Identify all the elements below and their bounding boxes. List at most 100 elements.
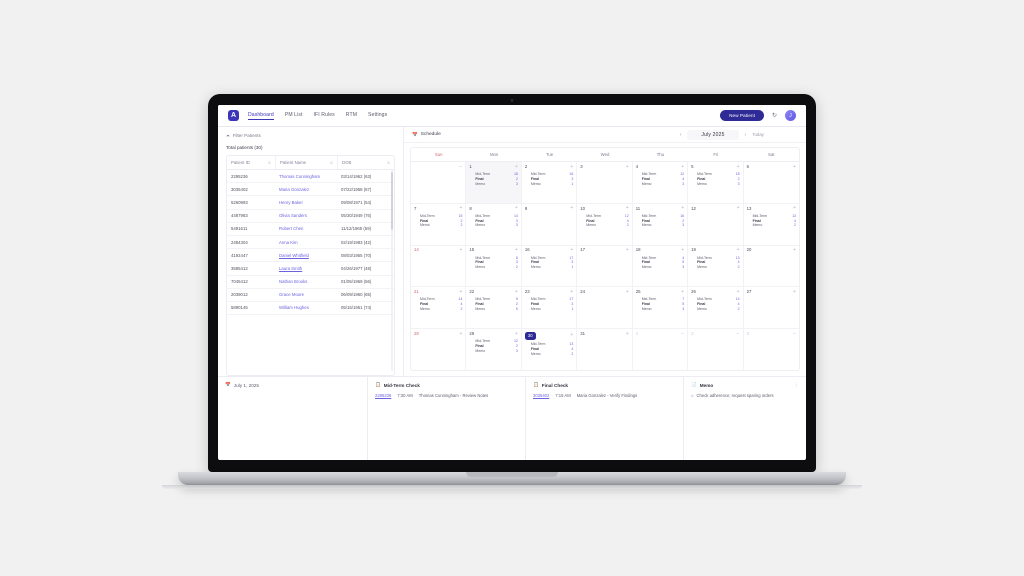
add-event-icon[interactable]: + xyxy=(736,247,740,254)
day-number[interactable]: 24 xyxy=(580,289,586,295)
calendar-event[interactable]: Mid-Term 12 xyxy=(586,214,628,218)
calendar-event[interactable]: Mid-Term 5 xyxy=(475,297,517,301)
calendar-day-cell[interactable]: 25 + Mid-Term 7 Final 5 Memo 3 xyxy=(633,287,689,329)
add-event-icon[interactable]: + xyxy=(793,205,796,212)
calendar-event[interactable]: Mid-Term 13 xyxy=(697,256,739,260)
calendar-event[interactable]: Memo 3 xyxy=(642,307,684,311)
column-header-patient-name[interactable]: Patient Name ⇅ xyxy=(275,156,337,169)
calendar-event[interactable]: Memo 2 xyxy=(475,265,517,269)
cell-patient-name[interactable]: Daniel Whitfield xyxy=(279,252,309,258)
calendar-day-cell[interactable]: 10 + Mid-Term 12 Final 4 Memo 2 xyxy=(577,203,633,245)
day-number[interactable]: 6 xyxy=(746,163,749,169)
add-event-icon[interactable]: + xyxy=(793,247,796,254)
table-row[interactable]: 4487983 Olivia Sanders 05/30/1949 (76) xyxy=(227,210,394,223)
patient-table-scrollbar-track[interactable] xyxy=(390,170,393,371)
add-event-icon[interactable]: + xyxy=(681,163,685,170)
day-number[interactable]: 22 xyxy=(469,289,475,295)
calendar-event[interactable]: Memo 1 xyxy=(531,307,573,311)
calendar-day-cell[interactable]: 12 + xyxy=(688,203,744,245)
calendar-event[interactable]: Memo 3 xyxy=(475,349,517,353)
calendar-event[interactable]: Mid-Term 12 xyxy=(475,339,517,343)
calendar-event[interactable]: Memo 1 xyxy=(531,182,573,186)
day-number[interactable]: 20 xyxy=(746,247,752,253)
add-event-icon[interactable]: − xyxy=(793,330,796,337)
table-row[interactable]: 7045412 Nathan Brooks 01/05/1969 (56) xyxy=(227,276,394,289)
add-event-icon[interactable]: + xyxy=(625,163,629,170)
calendar-event[interactable]: Final 4 xyxy=(697,260,739,264)
avatar[interactable]: J xyxy=(785,110,796,121)
add-event-icon[interactable]: + xyxy=(681,288,685,295)
nav-item-dashboard[interactable]: Dashboard xyxy=(248,111,274,120)
calendar-event[interactable]: Final 2 xyxy=(420,219,462,223)
add-event-icon[interactable]: + xyxy=(736,205,740,212)
add-event-icon[interactable]: + xyxy=(736,163,740,170)
calendar-day-cell[interactable]: 17 + xyxy=(577,245,633,287)
calendar-event[interactable]: Mid-Term 12 xyxy=(642,172,684,176)
add-event-icon[interactable]: + xyxy=(570,288,574,295)
add-event-icon[interactable]: + xyxy=(681,247,685,254)
add-event-icon[interactable]: + xyxy=(625,330,629,337)
calendar-event[interactable]: Mid-Term 17 xyxy=(531,297,573,301)
calendar-day-cell[interactable]: 31 + xyxy=(577,329,633,370)
day-number[interactable]: 3 xyxy=(580,163,583,169)
patient-id-link[interactable]: 2295236 xyxy=(375,393,392,398)
cell-patient-name[interactable]: Robert Chen xyxy=(279,226,304,232)
calendar-event[interactable]: Memo 2 xyxy=(753,223,796,227)
today-button[interactable]: Today xyxy=(752,132,764,137)
calendar-day-cell[interactable]: 28 + xyxy=(411,329,467,370)
cell-patient-name[interactable]: Henry Baker xyxy=(279,199,303,205)
calendar-day-cell[interactable]: − xyxy=(411,162,467,203)
calendar-event[interactable]: Final 2 xyxy=(642,219,684,223)
cell-patient-name[interactable]: Nathan Brooks xyxy=(279,279,308,285)
add-event-icon[interactable]: + xyxy=(625,288,629,295)
table-row[interactable]: 2039012 Grace Moore 06/09/1960 (65) xyxy=(227,289,394,302)
column-header-dob[interactable]: DOB ⇅ xyxy=(337,156,394,169)
calendar-event[interactable]: Memo 2 xyxy=(531,352,573,356)
calendar-event[interactable]: Final 4 xyxy=(586,219,628,223)
calendar-event[interactable]: Final 3 xyxy=(475,260,517,264)
calendar-day-cell[interactable]: 9 + xyxy=(522,203,578,245)
calendar-event[interactable]: Mid-Term 7 xyxy=(642,297,684,301)
day-number[interactable]: 3 xyxy=(746,331,749,337)
filter-patients-control[interactable]: ⏶ Filter Patients xyxy=(226,133,395,138)
add-event-icon[interactable]: − xyxy=(736,330,740,337)
day-number[interactable]: 5 xyxy=(691,163,694,169)
chevron-left-icon[interactable]: ‹ xyxy=(679,131,682,138)
day-number[interactable]: 10 xyxy=(580,205,586,211)
cell-patient-name[interactable]: Grace Moore xyxy=(279,292,305,298)
calendar-day-cell[interactable]: 15 + Mid-Term 8 Final 3 Memo 2 xyxy=(466,245,522,287)
calendar-event[interactable]: Memo 3 xyxy=(642,265,684,269)
calendar-day-cell[interactable]: 21 + Mid-Term 14 Final 4 Memo 2 xyxy=(411,287,467,329)
add-event-icon[interactable]: + xyxy=(570,247,574,254)
calendar-event[interactable]: Mid-Term 13 xyxy=(531,342,573,346)
day-number[interactable]: 7 xyxy=(414,205,417,211)
calendar-day-cell[interactable]: 13 + Mid-Term 13 Final 4 Memo 2 xyxy=(744,204,799,245)
calendar-event[interactable]: Memo 5 xyxy=(475,307,517,311)
calendar-event[interactable]: Final 4 xyxy=(697,302,739,306)
calendar-day-cell[interactable]: 26 + Mid-Term 14 Final 4 Memo 2 xyxy=(688,287,744,329)
calendar-event[interactable]: Memo 3 xyxy=(475,223,517,227)
calendar-event[interactable]: Final 2 xyxy=(697,177,739,181)
calendar-event[interactable]: Final 3 xyxy=(475,219,517,223)
calendar-day-cell[interactable]: 1 + Mid-Term 18 Final 2 Memo 3 xyxy=(466,162,522,203)
add-event-icon[interactable]: + xyxy=(570,332,574,339)
day-number[interactable]: 31 xyxy=(580,331,586,337)
kebab-icon[interactable]: ⋮ xyxy=(794,382,799,388)
column-header-patient-id[interactable]: Patient ID ⇅ xyxy=(231,160,271,165)
calendar-event[interactable]: Final 3 xyxy=(531,177,573,181)
calendar-event[interactable]: Mid-Term 14 xyxy=(420,297,462,301)
calendar-event[interactable]: Mid-Term 8 xyxy=(475,256,517,260)
add-event-icon[interactable]: + xyxy=(459,247,463,254)
add-event-icon[interactable]: + xyxy=(570,205,574,212)
day-number[interactable]: 18 xyxy=(635,247,641,253)
calendar-day-cell[interactable]: 30 + Mid-Term 13 Final 4 Memo 2 xyxy=(522,329,578,370)
table-row[interactable]: 5260993 Henry Baker 09/08/1971 (54) xyxy=(227,196,394,210)
add-event-icon[interactable]: + xyxy=(570,163,574,170)
table-row[interactable]: 2295236 Thomas Cunningham 03/14/1962 (63) xyxy=(227,170,394,184)
calendar-event[interactable]: Memo 2 xyxy=(420,223,462,227)
calendar-event[interactable]: Final 2 xyxy=(475,344,517,348)
day-number[interactable]: 8 xyxy=(469,205,472,211)
table-row[interactable]: 5491611 Robert Chen 11/12/1965 (59) xyxy=(227,223,394,236)
calendar-event[interactable]: Mid-Term 16 xyxy=(642,214,684,218)
calendar-day-cell[interactable]: 6 + xyxy=(744,162,799,203)
